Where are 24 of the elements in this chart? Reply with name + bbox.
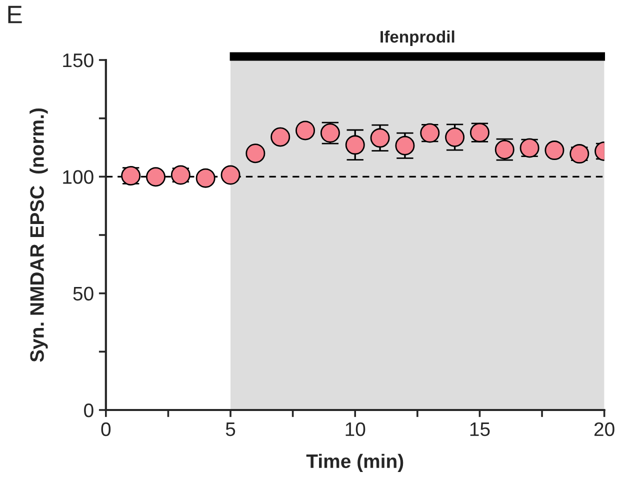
x-tick-label: 20 [594,422,614,436]
y-tick-label: 150 [63,53,94,68]
point [395,136,415,156]
point [296,120,316,140]
y-axis-title: Syn. NMDAR EPSC (norm.) [30,108,48,362]
x-tick-label: 10 [346,422,366,436]
point [445,127,465,147]
x-tick-label: 0 [101,422,111,436]
y-tick-label: 50 [73,286,94,301]
point [220,165,240,185]
x-axis-title: Time (min) [306,454,404,472]
point [146,167,166,187]
point [370,128,390,148]
band-label: Ifenprodil [380,30,454,46]
point [246,144,266,164]
y-tick-label: 0 [84,403,94,418]
point [544,140,564,160]
point [345,135,365,155]
x-tick-label: 15 [470,422,490,436]
point [196,168,216,188]
x-tick-label: 5 [226,422,236,436]
y-tick-label: 100 [63,170,94,184]
point [270,127,290,147]
text: E [8,6,22,24]
